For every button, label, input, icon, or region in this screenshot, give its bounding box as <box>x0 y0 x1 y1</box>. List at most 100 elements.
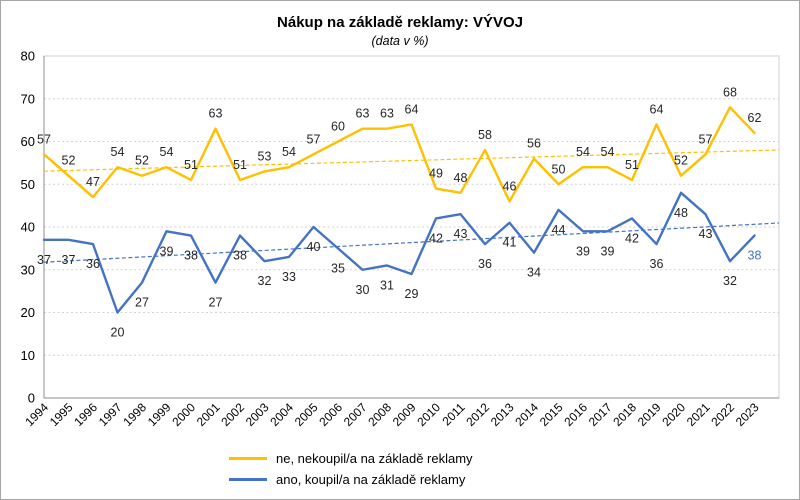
x-tick-label: 2012 <box>463 400 492 429</box>
data-label: 37 <box>37 253 51 267</box>
legend-line-yellow <box>229 457 267 460</box>
x-tick-label: 2018 <box>610 400 639 429</box>
data-label: 44 <box>552 223 566 237</box>
data-label: 37 <box>62 253 76 267</box>
data-label: 35 <box>331 261 345 275</box>
data-label: 50 <box>552 162 566 176</box>
data-label: 43 <box>699 227 713 241</box>
x-tick-label: 1999 <box>145 400 174 429</box>
data-label: 36 <box>650 257 664 271</box>
data-label: 53 <box>258 149 272 163</box>
data-label: 64 <box>650 102 664 116</box>
data-label: 42 <box>429 231 443 245</box>
x-tick-label: 1997 <box>96 400 125 429</box>
data-label: 57 <box>699 132 713 146</box>
data-label: 46 <box>503 179 517 193</box>
data-label: 36 <box>478 257 492 271</box>
data-label: 58 <box>478 128 492 142</box>
data-label: 54 <box>111 145 125 159</box>
x-tick-label: 2001 <box>194 400 223 429</box>
data-label: 63 <box>209 107 223 121</box>
x-tick-label: 2015 <box>537 400 566 429</box>
data-label: 54 <box>601 145 615 159</box>
y-tick-label: 70 <box>21 91 35 106</box>
data-label: 31 <box>380 278 394 292</box>
trendline-0 <box>43 149 780 172</box>
x-tick-label: 2021 <box>684 400 713 429</box>
x-tick-label: 2022 <box>708 400 737 429</box>
trendline-1 <box>43 222 780 263</box>
legend-item-ne: ne, nekoupil/a na základě reklamy <box>229 448 473 469</box>
x-tick-label: 2007 <box>341 400 370 429</box>
legend-line-blue <box>229 478 267 481</box>
y-tick-label: 10 <box>21 348 35 363</box>
legend-label-ano: ano, koupil/a na základě reklamy <box>276 472 466 487</box>
data-label: 51 <box>625 158 639 172</box>
data-label: 49 <box>429 167 443 181</box>
x-tick-label: 2004 <box>267 400 296 429</box>
data-label: 52 <box>674 154 688 168</box>
data-label: 39 <box>160 244 174 258</box>
x-tick-label: 2006 <box>316 400 345 429</box>
data-label: 60 <box>331 120 345 134</box>
x-tick-label: 2003 <box>243 400 272 429</box>
data-label: 54 <box>160 145 174 159</box>
data-label: 63 <box>380 107 394 121</box>
data-label: 41 <box>503 236 517 250</box>
x-tick-label: 2000 <box>169 400 198 429</box>
data-label: 32 <box>258 274 272 288</box>
x-tick-label: 2023 <box>733 400 762 429</box>
legend-item-ano: ano, koupil/a na základě reklamy <box>229 469 473 490</box>
data-label: 51 <box>184 158 198 172</box>
x-tick-label: 2005 <box>292 400 321 429</box>
legend-label-ne: ne, nekoupil/a na základě reklamy <box>276 451 473 466</box>
x-tick-label: 1998 <box>120 400 149 429</box>
x-tick-label: 2013 <box>488 400 517 429</box>
data-label: 38 <box>748 249 762 263</box>
data-label: 20 <box>111 326 125 340</box>
x-tick-label: 2017 <box>586 400 615 429</box>
data-label: 57 <box>37 132 51 146</box>
data-label: 63 <box>356 107 370 121</box>
data-label: 36 <box>86 257 100 271</box>
y-tick-label: 80 <box>21 49 35 64</box>
data-label: 38 <box>233 249 247 263</box>
data-label: 57 <box>307 132 321 146</box>
legend: ne, nekoupil/a na základě reklamy ano, k… <box>229 448 473 490</box>
x-tick-label: 2008 <box>365 400 394 429</box>
y-tick-label: 0 <box>28 391 35 406</box>
data-label: 48 <box>674 206 688 220</box>
series-line-0 <box>42 106 756 203</box>
x-tick-label: 1996 <box>71 400 100 429</box>
data-label: 52 <box>62 154 76 168</box>
data-label: 54 <box>282 145 296 159</box>
data-label: 43 <box>454 227 468 241</box>
data-label: 62 <box>748 111 762 125</box>
data-label: 34 <box>527 266 541 280</box>
x-tick-label: 1995 <box>47 400 76 429</box>
data-label: 27 <box>209 296 223 310</box>
chart-title: Nákup na základě reklamy: VÝVOJ <box>277 14 523 31</box>
data-label: 40 <box>307 240 321 254</box>
y-tick-label: 20 <box>21 305 35 320</box>
y-tick-label: 60 <box>21 134 35 149</box>
y-tick-label: 50 <box>21 177 35 192</box>
data-label: 38 <box>184 249 198 263</box>
chart-subtitle: (data v %) <box>371 34 429 48</box>
x-tick-label: 2011 <box>439 400 467 428</box>
data-label: 32 <box>723 274 737 288</box>
data-label: 27 <box>135 296 149 310</box>
x-tick-label: 2010 <box>414 400 443 429</box>
data-label: 42 <box>625 231 639 245</box>
data-label: 54 <box>576 145 590 159</box>
data-label: 47 <box>86 175 100 189</box>
series-line-1 <box>42 191 756 314</box>
data-label: 48 <box>454 171 468 185</box>
data-label: 30 <box>356 283 370 297</box>
x-tick-label: 2009 <box>390 400 419 429</box>
y-tick-label: 30 <box>21 262 35 277</box>
x-tick-label: 2020 <box>659 400 688 429</box>
data-label: 52 <box>135 154 149 168</box>
